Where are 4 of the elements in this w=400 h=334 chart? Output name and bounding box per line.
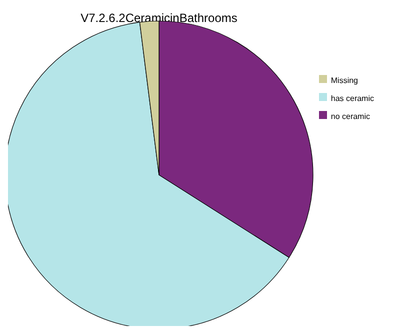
legend-label: Missing	[330, 76, 358, 85]
legend-label: no ceramic	[330, 112, 370, 121]
legend-label: has ceramic	[330, 94, 374, 103]
chart-title: V7.2.6.2CeramicinBathrooms	[80, 11, 238, 25]
